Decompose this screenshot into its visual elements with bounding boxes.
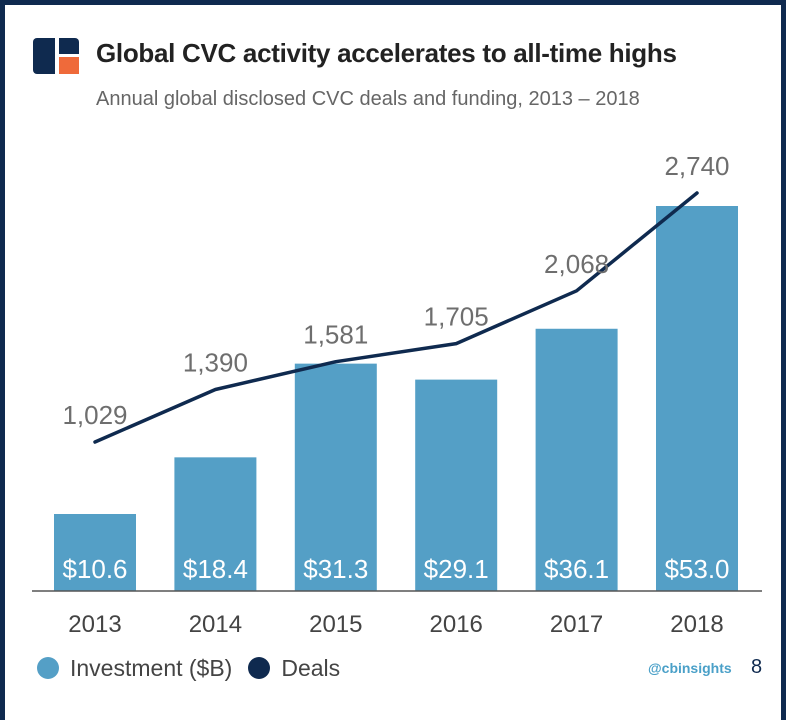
deals-value-label-2013: 1,029 — [62, 400, 127, 430]
bar-value-label-2018: $53.0 — [664, 554, 729, 584]
x-tick-label-2015: 2015 — [309, 611, 362, 638]
bar-2018 — [656, 206, 738, 591]
x-tick-label-2018: 2018 — [670, 611, 723, 638]
bar-value-label-2015: $31.3 — [303, 554, 368, 584]
bar-2017 — [535, 328, 618, 591]
deals-value-label-2016: 1,705 — [424, 302, 489, 332]
x-tick-label-2013: 2013 — [68, 611, 121, 638]
x-tick-label-2016: 2016 — [430, 611, 483, 638]
legend-swatch-deals — [248, 657, 271, 679]
logo-orange-block — [59, 57, 79, 74]
deals-value-label-2015: 1,581 — [303, 320, 368, 350]
legend-swatch-investment — [37, 657, 59, 679]
page-subtitle: Annual global disclosed CVC deals and fu… — [96, 88, 640, 110]
social-handle[interactable]: @cbinsights — [648, 660, 732, 676]
deals-value-label-2017: 2,068 — [544, 249, 609, 279]
x-tick-label-2014: 2014 — [189, 611, 242, 638]
cbinsights-logo-icon — [33, 38, 79, 74]
bar-2016 — [415, 379, 498, 591]
bar-2014 — [174, 457, 257, 591]
page-title: Global CVC activity accelerates to all-t… — [96, 38, 677, 68]
bar-2013 — [54, 514, 136, 591]
legend-item-deals: Deals — [248, 655, 340, 682]
bar-value-label-2017: $36.1 — [544, 554, 609, 584]
bar-value-label-2016: $29.1 — [424, 554, 489, 584]
deals-value-label-2018: 2,740 — [664, 151, 729, 181]
legend-label-investment: Investment ($B) — [70, 654, 233, 681]
bar-2015 — [294, 363, 377, 591]
bar-value-label-2014: $18.4 — [183, 554, 248, 584]
legend-item-investment: Investment ($B) — [37, 655, 232, 682]
logo-horizontal-gap — [55, 54, 79, 57]
deals-series-line — [93, 191, 699, 444]
x-tick-label-2017: 2017 — [550, 611, 603, 638]
bar-value-label-2013: $10.6 — [62, 554, 127, 584]
deals-value-label-2014: 1,390 — [183, 347, 248, 377]
legend: Investment ($B) Deals — [37, 654, 356, 682]
page-number: 8 — [751, 656, 763, 678]
legend-label-deals: Deals — [281, 654, 341, 681]
